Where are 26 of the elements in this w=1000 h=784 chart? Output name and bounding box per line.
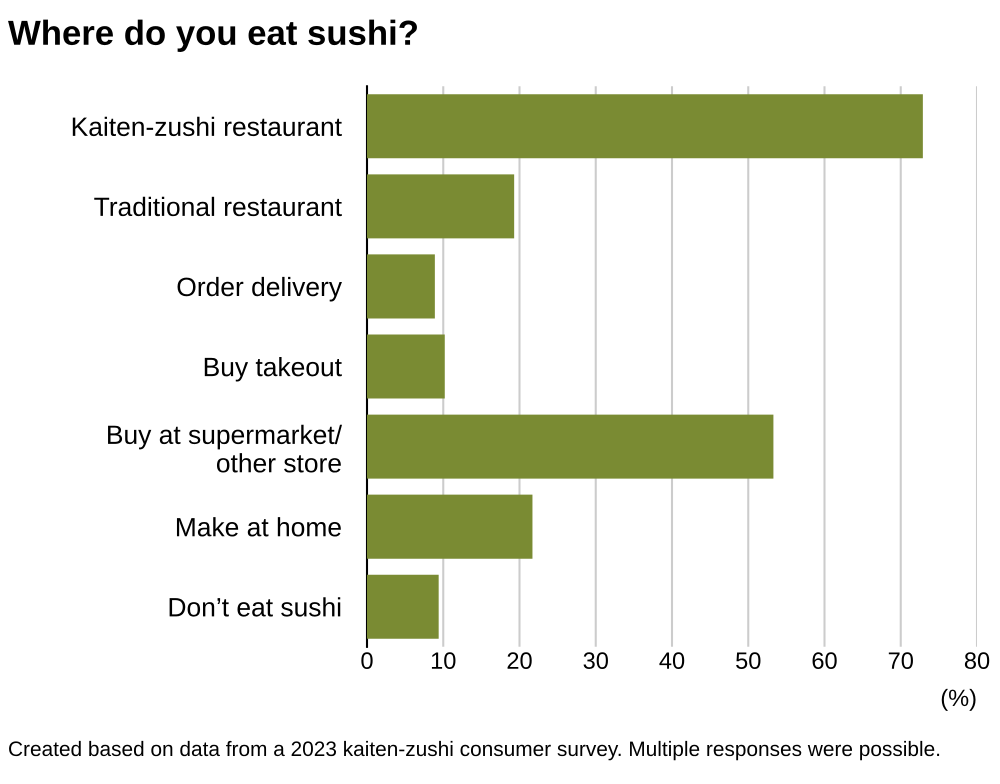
text: Created based on data from a 2023 kaiten-zushi consumer survey. Multiple responses were possible. — [9, 740, 940, 760]
x-tick-label: 40 — [659, 652, 684, 670]
x-tick-label: 30 — [584, 652, 608, 670]
bar — [367, 414, 774, 479]
bar — [367, 254, 435, 318]
x-tick-label: 80 — [964, 652, 990, 670]
y-tick-label: Traditional restaurant — [94, 196, 342, 216]
x-tick-label: 10 — [432, 652, 456, 670]
y-tick-label: Buy takeout — [204, 356, 342, 382]
y-tick-label: Don’t eat sushi — [170, 597, 340, 617]
bar — [367, 574, 439, 639]
x-tick-label: 0 — [361, 652, 373, 670]
bar — [367, 334, 445, 399]
x-tick-label: 70 — [888, 652, 913, 670]
y-tick-label: Kaiten-zushi restaurant — [72, 116, 342, 136]
x-axis-title: (%) — [942, 688, 976, 711]
y-tick-label: Make at home — [176, 517, 341, 536]
bar — [367, 494, 532, 559]
y-tick-label: Order delivery — [178, 276, 342, 302]
x-tick-label: 50 — [736, 652, 760, 670]
chart-title: Where do you eat sushi? — [8, 20, 417, 52]
y-tick-label: Buy at supermarket/ other store — [108, 424, 342, 473]
x-tick-label: 60 — [812, 652, 837, 670]
bar — [367, 174, 514, 238]
bar — [367, 94, 923, 158]
x-tick-label: 20 — [508, 652, 532, 670]
